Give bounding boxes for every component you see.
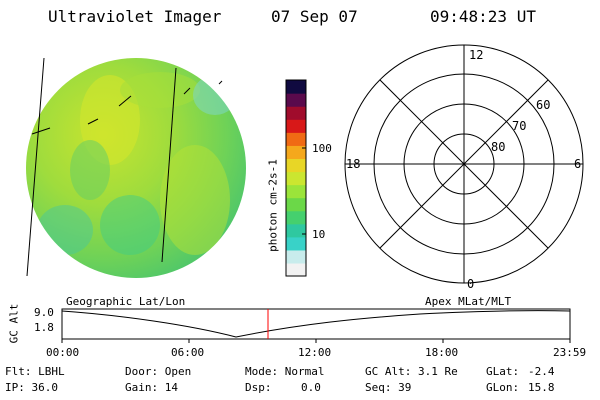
- dsp-value: 0.0: [301, 381, 321, 394]
- glat-label: GLat:: [486, 365, 520, 378]
- coastline-mark: [31, 127, 51, 135]
- y-tick-max: 9.0: [34, 306, 54, 319]
- time-label: 09:48:23 UT: [430, 7, 536, 26]
- x-tick-label: 12:00: [298, 346, 332, 359]
- colorbar-segment: [286, 158, 306, 173]
- colorbar: [285, 79, 307, 277]
- colorbar-segment: [286, 236, 306, 251]
- colorbar-segment: [286, 145, 306, 159]
- geographic-label: Geographic Lat/Lon: [66, 295, 186, 308]
- coastline-mark: [183, 87, 191, 95]
- x-tick-label: 23:59: [553, 346, 587, 359]
- mlt-label-12: 12: [469, 48, 484, 62]
- mlt-label-18: 18: [346, 157, 361, 171]
- colorbar-segment: [286, 262, 306, 277]
- gc-alt-info: GC Alt: 3.1 Re: [365, 365, 458, 378]
- filter-info: Flt: LBHL: [5, 365, 65, 378]
- polar-plot: [344, 44, 584, 284]
- colorbar-segment: [286, 249, 306, 264]
- x-tick-label: 18:00: [425, 346, 459, 359]
- mlt-label-0: 0: [467, 277, 475, 291]
- gain-info: Gain: 14: [125, 381, 178, 394]
- colorbar-segment: [286, 132, 306, 146]
- timeline-axis-title: GC Alt: [7, 303, 21, 344]
- y-tick-min: 1.8: [34, 321, 54, 334]
- lat-label-70: 70: [512, 119, 527, 133]
- glon-value: 15.8: [528, 381, 555, 394]
- glon-label: GLon:: [486, 381, 520, 394]
- colorbar-segment: [286, 171, 306, 186]
- lat-label-80: 80: [491, 140, 506, 154]
- mode-info: Mode: Normal: [245, 365, 325, 378]
- instrument-title: Ultraviolet Imager: [48, 7, 222, 26]
- colorbar-tick-10: 10: [312, 228, 326, 241]
- ip-info: IP: 36.0: [5, 381, 58, 394]
- coastline-mark: [118, 95, 132, 107]
- altitude-curve: [61, 310, 571, 338]
- apex-label: Apex MLat/MLT: [425, 295, 512, 308]
- colorbar-segment: [286, 210, 306, 225]
- coastline-mark: [87, 118, 99, 125]
- date-label: 07 Sep 07: [271, 7, 358, 26]
- mlt-label-6: 6: [574, 157, 582, 171]
- colorbar-segment: [286, 223, 306, 238]
- colorbar-segment: [286, 119, 306, 133]
- polar-diagonal: [379, 79, 549, 249]
- orbit-line-right: [161, 67, 177, 263]
- colorbar-segment: [286, 197, 306, 212]
- colorbar-tick-100: 100: [312, 142, 332, 155]
- orbit-line-left: [26, 57, 45, 277]
- coastline-mark: [218, 80, 223, 85]
- uv-earth-disk: [26, 58, 246, 278]
- glat-value: -2.4: [528, 365, 555, 378]
- x-tick-label: 06:00: [171, 346, 205, 359]
- colorbar-segment: [286, 184, 306, 199]
- colorbar-frame: [285, 79, 307, 277]
- seq-info: Seq: 39: [365, 381, 412, 394]
- altitude-timeline: [61, 308, 571, 343]
- x-tick-label: 00:00: [46, 346, 80, 359]
- lat-label-60: 60: [536, 98, 551, 112]
- dsp-label: Dsp:: [245, 381, 272, 394]
- colorbar-unit-label: photon cm-2s-1: [266, 159, 280, 252]
- colorbar-segment: [286, 80, 306, 94]
- colorbar-segment: [286, 93, 306, 107]
- door-info: Door: Open: [125, 365, 192, 378]
- colorbar-segment: [286, 106, 306, 120]
